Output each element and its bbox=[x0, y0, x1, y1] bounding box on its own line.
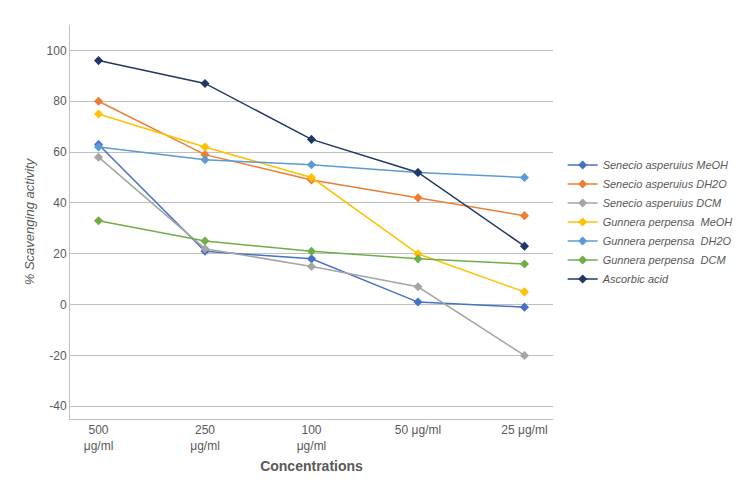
svg-text:-20: -20 bbox=[49, 349, 67, 363]
svg-text:100: 100 bbox=[47, 44, 67, 58]
svg-text:Gunnera perpensa DCM: Gunnera perpensa DCM bbox=[603, 254, 727, 266]
svg-text:100μg/ml: 100μg/ml bbox=[297, 423, 327, 453]
svg-text:Ascorbic acid: Ascorbic acid bbox=[602, 273, 669, 285]
svg-text:500μg/ml: 500μg/ml bbox=[84, 423, 114, 453]
svg-text:Senecio asperuius DCM: Senecio asperuius DCM bbox=[603, 197, 722, 209]
svg-text:Gunnera perpensa MeOH: Gunnera perpensa MeOH bbox=[603, 216, 733, 228]
svg-text:Senecio asperuius MeOH: Senecio asperuius MeOH bbox=[603, 159, 728, 171]
svg-text:25 μg/ml: 25 μg/ml bbox=[501, 423, 547, 437]
svg-text:20: 20 bbox=[53, 247, 67, 261]
svg-text:0: 0 bbox=[60, 298, 67, 312]
svg-text:Gunnera perpensa DH2O: Gunnera perpensa DH2O bbox=[603, 235, 732, 247]
svg-text:Senecio asperuius DH2O: Senecio asperuius DH2O bbox=[603, 178, 728, 190]
svg-text:-40: -40 bbox=[49, 399, 67, 413]
svg-text:Concentrations: Concentrations bbox=[260, 458, 363, 474]
svg-text:40: 40 bbox=[53, 196, 67, 210]
svg-text:60: 60 bbox=[53, 145, 67, 159]
svg-text:250μg/ml: 250μg/ml bbox=[190, 423, 220, 453]
svg-text:% Scavenging activity: % Scavenging activity bbox=[22, 157, 37, 285]
svg-text:80: 80 bbox=[53, 94, 67, 108]
svg-text:50 μg/ml: 50 μg/ml bbox=[395, 423, 441, 437]
